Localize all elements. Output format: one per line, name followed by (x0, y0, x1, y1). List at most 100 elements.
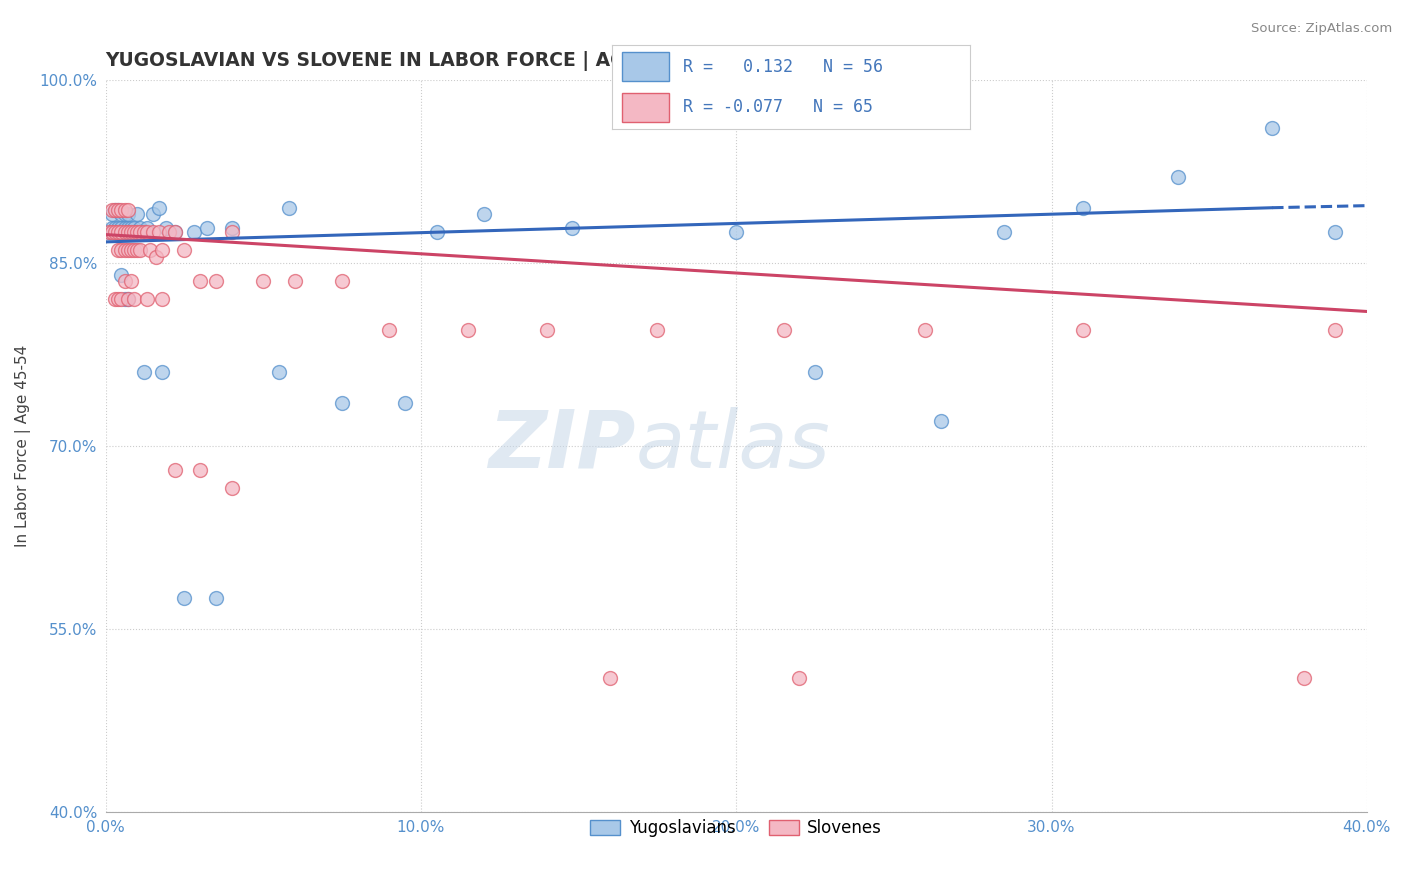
Point (122, 225, 145, 239)
Point (132, 225, 155, 239)
Point (117, 244, 139, 258)
Point (267, 366, 290, 380)
Point (117, 221, 139, 235)
Point (117, 207, 139, 221)
Point (117, 292, 139, 306)
Point (104, 203, 127, 218)
Point (114, 221, 136, 235)
Point (101, 225, 124, 239)
Point (114, 225, 136, 239)
Point (378, 323, 401, 337)
Point (107, 244, 129, 258)
Y-axis label: In Labor Force | Age 45-54: In Labor Force | Age 45-54 (15, 344, 31, 547)
Legend: Yugoslavians, Slovenes: Yugoslavians, Slovenes (583, 813, 889, 844)
Point (277, 201, 299, 215)
Point (148, 201, 170, 215)
Point (135, 292, 157, 306)
Bar (623, 53, 669, 81)
Point (110, 225, 132, 239)
Point (117, 292, 139, 306)
Point (120, 225, 142, 239)
Point (122, 292, 145, 306)
Point (1324, 225, 1347, 239)
Point (252, 274, 274, 288)
Point (221, 482, 243, 496)
Point (135, 225, 157, 239)
Point (148, 225, 170, 239)
Point (120, 221, 142, 235)
Point (173, 591, 195, 606)
Text: R = -0.077   N = 65: R = -0.077 N = 65 (683, 98, 873, 116)
Point (561, 221, 583, 235)
Point (127, 207, 149, 221)
Point (152, 366, 174, 380)
Point (457, 323, 479, 337)
Point (101, 207, 124, 221)
Point (1071, 201, 1094, 215)
Point (157, 225, 180, 239)
Point (101, 203, 124, 218)
Point (120, 244, 142, 258)
Point (142, 207, 165, 221)
Point (536, 323, 558, 337)
Point (152, 292, 174, 306)
Bar (623, 93, 669, 121)
Point (110, 268, 132, 282)
Point (127, 225, 149, 239)
Point (173, 244, 195, 258)
Point (163, 225, 186, 239)
Text: YUGOSLAVIAN VS SLOVENE IN LABOR FORCE | AGE 45-54 CORRELATION CHART: YUGOSLAVIAN VS SLOVENE IN LABOR FORCE | … (105, 51, 936, 70)
Point (129, 225, 152, 239)
Point (110, 203, 132, 218)
Point (117, 203, 139, 218)
Point (127, 225, 149, 239)
Point (599, 671, 621, 685)
Point (1261, 121, 1284, 136)
Point (122, 244, 145, 258)
Point (188, 274, 211, 288)
Point (107, 225, 129, 239)
Point (107, 203, 129, 218)
Text: ZIP: ZIP (488, 407, 636, 484)
Point (101, 221, 124, 235)
Point (129, 244, 152, 258)
Point (104, 225, 127, 239)
Point (163, 225, 186, 239)
Point (127, 244, 149, 258)
Point (122, 225, 145, 239)
Point (914, 323, 936, 337)
Point (114, 225, 136, 239)
Point (772, 323, 794, 337)
Point (1167, 170, 1189, 185)
Point (787, 671, 810, 685)
Point (132, 366, 155, 380)
Point (188, 463, 211, 477)
Point (163, 463, 186, 477)
Point (183, 225, 205, 239)
Point (330, 274, 353, 288)
Point (107, 292, 129, 306)
Text: atlas: atlas (636, 407, 830, 484)
Point (117, 225, 139, 239)
Point (145, 250, 167, 264)
Point (110, 244, 132, 258)
Point (472, 207, 495, 221)
Point (804, 366, 827, 380)
Point (195, 221, 218, 235)
Point (142, 225, 165, 239)
Point (117, 225, 139, 239)
Text: Source: ZipAtlas.com: Source: ZipAtlas.com (1251, 22, 1392, 36)
Point (110, 207, 132, 221)
Point (114, 203, 136, 218)
Point (221, 225, 243, 239)
Point (135, 221, 157, 235)
Point (107, 225, 129, 239)
Point (1292, 671, 1315, 685)
Point (929, 414, 952, 428)
Point (330, 396, 353, 410)
Point (205, 274, 228, 288)
Point (104, 203, 127, 218)
Point (1071, 323, 1094, 337)
Point (221, 221, 243, 235)
Point (107, 203, 129, 218)
